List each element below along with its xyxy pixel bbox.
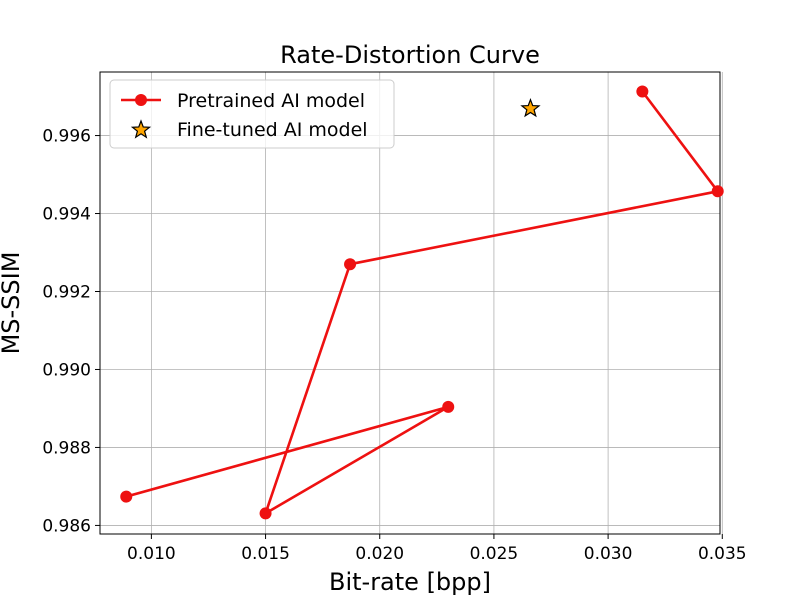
y-axis-label: MS-SSIM bbox=[0, 252, 25, 355]
y-tick-label: 0.986 bbox=[42, 516, 91, 536]
data-series bbox=[120, 85, 724, 520]
pretrained-series-line bbox=[125, 90, 720, 515]
legend-box bbox=[109, 79, 395, 149]
x-axis-label: Bit-rate [bpp] bbox=[329, 568, 491, 596]
legend-label-finetuned: Fine-tuned AI model bbox=[177, 119, 368, 141]
x-tick-label: 0.020 bbox=[355, 544, 404, 564]
x-tick-label: 0.035 bbox=[698, 544, 747, 564]
pretrained-data-point bbox=[711, 185, 724, 198]
pretrained-data-point bbox=[636, 85, 649, 98]
pretrained-data-point bbox=[259, 507, 272, 520]
legend-label-pretrained: Pretrained AI model bbox=[177, 90, 365, 112]
finetuned-data-point bbox=[520, 97, 541, 118]
x-tick-label: 0.025 bbox=[470, 544, 519, 564]
plot-frame bbox=[99, 71, 721, 535]
legend-marker-finetuned bbox=[130, 119, 152, 139]
chart-title: Rate-Distortion Curve bbox=[280, 41, 540, 69]
x-tick-label: 0.010 bbox=[127, 544, 176, 564]
pretrained-data-point bbox=[120, 490, 133, 503]
axis-ticks: 0.010 0.015 0.020 0.025 0.030 0.035 0.986 0.988… bbox=[42, 127, 746, 564]
legend: Pretrained AI model Fine-tuned AI model bbox=[109, 79, 395, 149]
y-tick-label: 0.990 bbox=[42, 360, 91, 380]
legend-marker-pretrained bbox=[135, 94, 147, 106]
y-tick-label: 0.996 bbox=[42, 127, 91, 147]
x-tick-label: 0.030 bbox=[584, 544, 633, 564]
pretrained-data-point bbox=[344, 258, 357, 271]
grid-lines bbox=[100, 72, 723, 534]
y-tick-label: 0.992 bbox=[42, 282, 91, 302]
y-tick-label: 0.994 bbox=[42, 205, 91, 225]
x-tick-label: 0.015 bbox=[241, 544, 290, 564]
y-tick-label: 0.988 bbox=[42, 438, 91, 458]
pretrained-data-point bbox=[442, 400, 455, 413]
